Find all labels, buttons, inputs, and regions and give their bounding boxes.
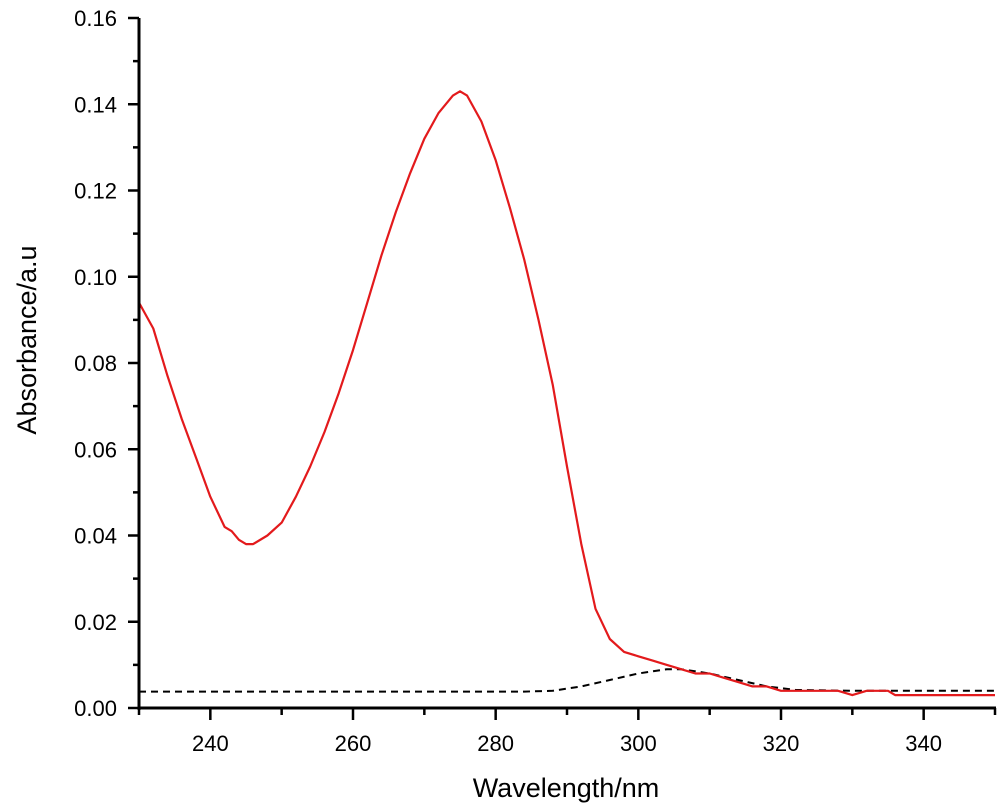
x-tick-label: 260 xyxy=(335,731,372,756)
x-tick-label: 340 xyxy=(905,731,942,756)
x-tick-label: 300 xyxy=(620,731,657,756)
y-tick-label: 0.02 xyxy=(74,610,117,635)
plot-lines xyxy=(138,90,995,697)
reference-dashed-line xyxy=(139,668,995,693)
y-axis-title: Absorbance/a.u xyxy=(12,245,42,434)
y-tick-label: 0.08 xyxy=(74,351,117,376)
x-tick-label: 240 xyxy=(192,731,229,756)
y-tick-label: 0.00 xyxy=(74,696,117,721)
sample-absorbance-line xyxy=(138,90,995,697)
x-axis-title: Wavelength/nm xyxy=(473,773,660,803)
y-tick-label: 0.12 xyxy=(74,179,117,204)
x-tick-label: 320 xyxy=(763,731,800,756)
y-tick-label: 0.04 xyxy=(74,524,117,549)
y-tick-label: 0.10 xyxy=(74,265,117,290)
y-axis: 0.00 0.02 0.04 0.06 0.08 0.10 0.12 0.14 0.16 xyxy=(74,6,141,721)
x-axis: 240 260 280 300 320 340 xyxy=(137,706,997,756)
y-tick-label: 0.06 xyxy=(74,437,117,462)
y-tick-label: 0.16 xyxy=(74,6,117,31)
x-tick-label: 280 xyxy=(477,731,514,756)
y-tick-label: 0.14 xyxy=(74,92,117,117)
